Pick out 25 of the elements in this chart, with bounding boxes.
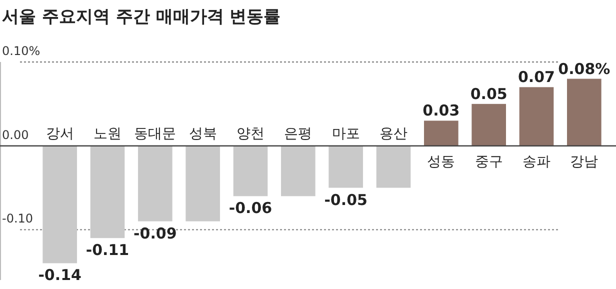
chart-title: 서울 주요지역 주간 매매가격 변동률 <box>2 7 281 27</box>
x-tick-label: 성동 <box>427 154 456 170</box>
y-tick-label: 0.10% <box>2 44 40 58</box>
x-tick-label: 노원 <box>94 126 122 142</box>
data-label: 0.03 <box>422 102 460 120</box>
data-label: -0.11 <box>86 241 130 260</box>
x-tick-label: 용산 <box>380 126 408 142</box>
x-tick-label: 중구 <box>474 154 503 170</box>
y-tick-label: -0.10 <box>2 212 34 226</box>
data-label: -0.14 <box>38 266 82 284</box>
x-tick-label: 송파 <box>522 154 550 170</box>
x-tick-label: 마포 <box>332 126 360 142</box>
y-tick-label: 0.00 <box>2 128 29 142</box>
data-label: -0.05 <box>324 190 368 209</box>
data-label: -0.09 <box>134 224 177 242</box>
data-label: 0.05 <box>470 84 508 103</box>
x-tick-label: 강남 <box>570 154 598 170</box>
x-tick-label: 양천 <box>236 126 264 142</box>
x-tick-label: 은평 <box>284 126 312 142</box>
data-label: 0.08% <box>558 60 610 78</box>
x-tick-label: 동대문 <box>134 126 176 142</box>
data-label: -0.06 <box>228 199 272 218</box>
data-label: 0.07 <box>518 68 556 86</box>
x-tick-label: 강서 <box>46 126 74 142</box>
x-tick-label: 성북 <box>188 126 217 142</box>
